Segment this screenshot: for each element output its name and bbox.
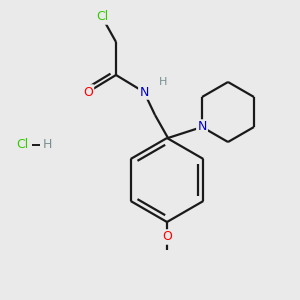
Text: H: H — [42, 139, 52, 152]
Text: H: H — [159, 77, 167, 87]
Text: N: N — [139, 85, 149, 98]
Text: O: O — [83, 85, 93, 98]
Text: N: N — [197, 121, 207, 134]
Text: Cl: Cl — [96, 11, 108, 23]
Text: O: O — [162, 230, 172, 244]
Text: Cl: Cl — [16, 139, 28, 152]
